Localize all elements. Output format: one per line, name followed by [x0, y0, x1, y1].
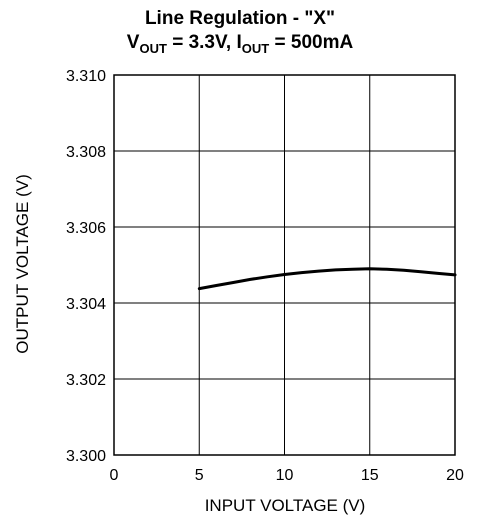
x-tick-label-3: 15 [361, 467, 379, 484]
y-axis-label: OUTPUT VOLTAGE (V) [13, 174, 32, 353]
title-iout-symbol: I [236, 32, 241, 53]
grid-lines [113, 74, 456, 456]
x-tick-label-4: 20 [446, 467, 464, 484]
data-series [197, 267, 457, 291]
x-axis-label: INPUT VOLTAGE (V) [205, 496, 366, 515]
title-vout-value: = 3.3V, [167, 32, 237, 53]
title-iout-subscript: OUT [242, 41, 270, 56]
title-vout-symbol: V [127, 32, 140, 53]
plot-area-frame [113, 74, 456, 456]
chart-title-line2: VOUT = 3.3V, IOUT = 500mA [127, 32, 354, 56]
x-tick-label-1: 5 [195, 467, 204, 484]
y-tick-label-2: 3.304 [66, 296, 106, 313]
y-tick-label-4: 3.308 [66, 144, 106, 161]
series-line-0 [197, 267, 457, 291]
y-tick-label-1: 3.302 [66, 372, 106, 389]
x-tick-label-2: 10 [276, 467, 294, 484]
x-tick-labels: 0 5 10 15 20 [110, 467, 464, 484]
chart-title-line1: Line Regulation - "X" [145, 8, 335, 29]
y-tick-labels: 3.300 3.302 3.304 3.306 3.308 3.310 [66, 68, 106, 465]
x-tick-label-0: 0 [110, 467, 119, 484]
y-tick-label-0: 3.300 [66, 448, 106, 465]
title-vout-subscript: OUT [139, 41, 167, 56]
y-tick-label-3: 3.306 [66, 220, 106, 237]
title-iout-value: = 500mA [269, 32, 353, 53]
y-tick-label-5: 3.310 [66, 68, 106, 85]
